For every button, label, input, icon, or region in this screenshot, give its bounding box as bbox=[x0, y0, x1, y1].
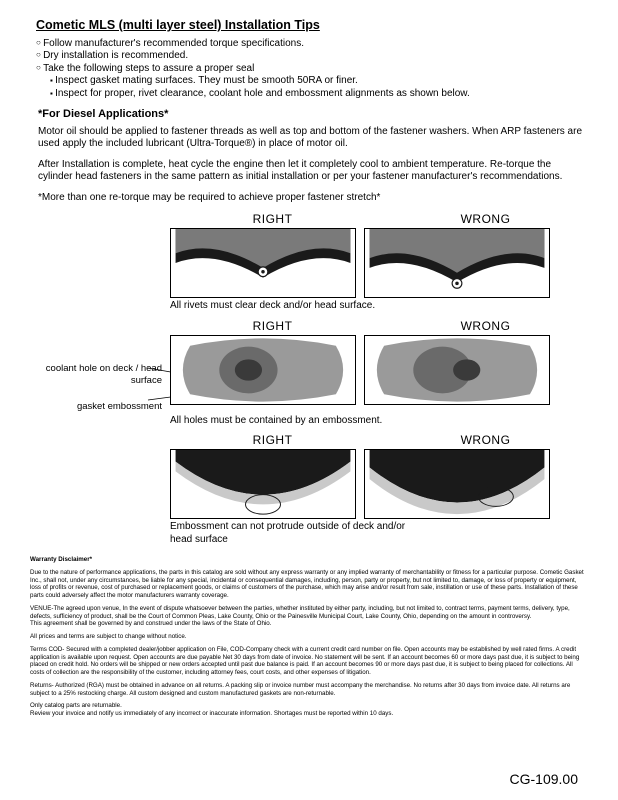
diagram-header: RIGHT WRONG bbox=[170, 212, 588, 228]
fine-catalog: Only catalog parts are returnable. Revie… bbox=[30, 702, 588, 718]
diagram-header: RIGHT WRONG bbox=[170, 319, 588, 335]
diagram-rivet-right bbox=[170, 228, 356, 298]
diesel-para: *More than one re-torque may be required… bbox=[38, 192, 588, 205]
bullet: Dry installation is recommended. bbox=[33, 50, 588, 63]
diesel-para: After Installation is complete, heat cyc… bbox=[38, 159, 588, 184]
diagram-area: RIGHT WRONG bbox=[30, 212, 588, 546]
diagram-hole-right bbox=[170, 335, 356, 405]
diagram-hole-wrong bbox=[364, 335, 550, 405]
page-title: Cometic MLS (multi layer steel) Installa… bbox=[36, 18, 588, 34]
diesel-title: *For Diesel Applications* bbox=[38, 108, 588, 122]
caption-holes: All holes must be contained by an emboss… bbox=[170, 415, 588, 428]
bullet: Inspect gasket mating surfaces. They mus… bbox=[33, 75, 588, 88]
side-labels: coolant hole on deck / head surface gask… bbox=[30, 335, 170, 413]
footer-code: CG-109.00 bbox=[510, 771, 578, 789]
fine-returns: Returns- Authorized (RGA) must be obtain… bbox=[30, 682, 588, 698]
diagram-rivet-wrong bbox=[364, 228, 550, 298]
header-wrong: WRONG bbox=[383, 433, 588, 448]
fine-warranty: Due to the nature of performance applica… bbox=[30, 569, 588, 600]
label-emboss: gasket embossment bbox=[30, 401, 162, 413]
diagram-header: RIGHT WRONG bbox=[170, 433, 588, 449]
header-right: RIGHT bbox=[170, 319, 375, 334]
caption-protrude: Embossment can not protrude outside of d… bbox=[170, 521, 430, 546]
header-right: RIGHT bbox=[170, 212, 375, 227]
caption-rivets: All rivets must clear deck and/or head s… bbox=[170, 300, 588, 313]
fine-warranty-title: Warranty Disclaimer* bbox=[30, 556, 588, 564]
bullet: Take the following steps to assure a pro… bbox=[33, 63, 588, 76]
fine-terms: Terms COD- Secured with a completed deal… bbox=[30, 646, 588, 677]
header-right: RIGHT bbox=[170, 433, 375, 448]
bullet: Inspect for proper, rivet clearance, coo… bbox=[33, 88, 588, 101]
label-coolant: coolant hole on deck / head surface bbox=[30, 363, 162, 387]
diagram-protrude-right bbox=[170, 449, 356, 519]
fine-prices: All prices and terms are subject to chan… bbox=[30, 633, 588, 641]
fine-venue: VENUE-The agreed upon venue, In the even… bbox=[30, 605, 588, 628]
diagram-protrude-wrong bbox=[364, 449, 550, 519]
diesel-para: Motor oil should be applied to fastener … bbox=[38, 126, 588, 151]
header-wrong: WRONG bbox=[383, 212, 588, 227]
header-wrong: WRONG bbox=[383, 319, 588, 334]
bullets-list: Follow manufacturer's recommended torque… bbox=[33, 38, 588, 101]
bullet: Follow manufacturer's recommended torque… bbox=[33, 38, 588, 51]
